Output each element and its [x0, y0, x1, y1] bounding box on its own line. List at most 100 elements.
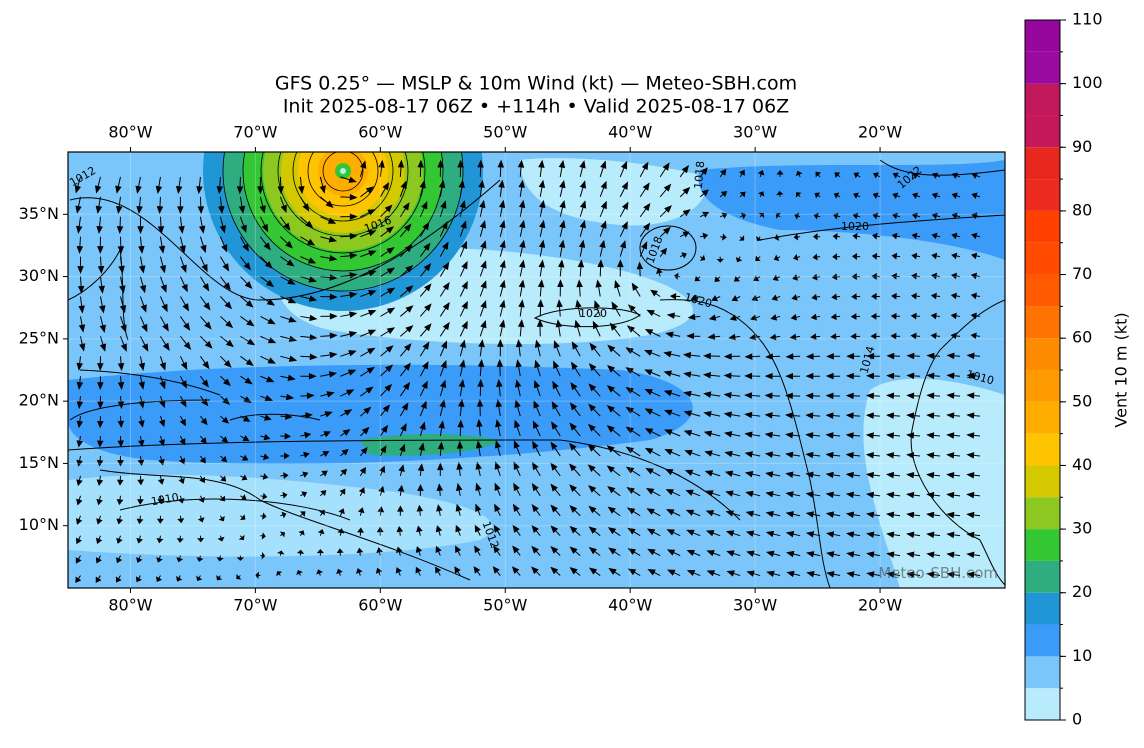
wind-arrow	[910, 332, 921, 340]
wind-arrow	[320, 470, 328, 477]
wind-arrow	[531, 524, 541, 536]
wind-arrow	[790, 313, 801, 321]
wind-arrow	[555, 319, 563, 337]
wind-arrow	[852, 232, 861, 240]
wind-arrow	[569, 567, 581, 576]
wind-arrow	[76, 236, 84, 254]
wind-arrow	[811, 293, 821, 301]
wind-arrow	[379, 404, 391, 417]
wind-arrow	[320, 391, 335, 398]
wind-arrow	[78, 316, 86, 333]
wind-arrow	[438, 179, 446, 197]
wind-arrow	[766, 550, 781, 558]
wind-arrow	[320, 332, 338, 340]
wind-arrow	[320, 490, 327, 497]
wind-arrow	[825, 451, 841, 459]
wind-arrow	[625, 406, 641, 417]
wind-arrow	[577, 259, 585, 277]
wind-arrow	[477, 159, 484, 177]
wind-arrow	[76, 416, 84, 429]
wind-arrow	[419, 341, 430, 357]
wind-arrow	[703, 430, 721, 437]
colorbar-band	[1025, 433, 1060, 466]
wind-arrow	[360, 186, 375, 198]
wind-arrow	[885, 432, 901, 439]
wind-arrow	[340, 272, 358, 279]
wind-arrow	[456, 440, 464, 456]
colorbar-tick-label: 90	[1072, 137, 1092, 156]
colorbar-band	[1025, 115, 1060, 148]
wind-arrow	[240, 395, 252, 404]
wind-arrow	[494, 440, 502, 457]
wind-arrow	[891, 232, 901, 240]
wind-arrow	[298, 530, 305, 536]
wind-arrow	[179, 256, 187, 273]
wind-arrow	[775, 212, 781, 219]
map-frame	[67, 151, 1006, 589]
wind-arrow	[786, 570, 801, 578]
wind-arrow	[160, 316, 169, 332]
wind-arrow	[359, 426, 370, 437]
wind-arrow	[831, 273, 841, 281]
wind-arrow	[687, 313, 701, 321]
x-tick-label: 40°W	[608, 123, 652, 142]
wind-arrow	[659, 205, 672, 218]
wind-arrow	[359, 467, 366, 477]
wind-arrow	[397, 484, 405, 496]
wind-arrow	[439, 200, 447, 217]
wind-arrow	[200, 316, 212, 330]
wind-arrow	[454, 566, 461, 576]
wind-arrow	[200, 435, 207, 445]
wind-arrow	[776, 170, 784, 177]
wind-arrow	[320, 255, 338, 262]
wind-arrow	[625, 347, 641, 357]
wind-arrow	[340, 311, 358, 318]
wind-arrow	[300, 372, 317, 380]
wind-arrow	[931, 272, 941, 280]
wind-arrow	[179, 395, 187, 408]
wind-arrow	[360, 270, 377, 278]
wind-arrow	[533, 379, 541, 397]
graticule	[68, 152, 1005, 588]
wind-arrow	[240, 435, 250, 441]
wind-arrow	[497, 159, 505, 177]
wind-arrow	[834, 172, 841, 178]
wind-arrow	[419, 323, 432, 337]
wind-arrow	[519, 239, 526, 257]
wind-arrow	[358, 487, 365, 497]
wind-arrow	[765, 530, 781, 538]
wind-arrow	[76, 455, 83, 467]
colorbar-tick-label: 0	[1072, 710, 1082, 729]
wind-arrow	[260, 473, 269, 480]
wind-arrow	[417, 159, 424, 177]
wind-arrow	[439, 399, 446, 417]
wind-arrow	[639, 222, 651, 237]
wind-arrow	[588, 567, 601, 576]
wind-arrow	[380, 267, 396, 277]
wind-arrow	[179, 375, 187, 389]
wind-arrow	[645, 488, 661, 497]
wind-arrow	[135, 176, 142, 194]
wind-arrow	[930, 332, 941, 340]
wind-arrow	[539, 219, 546, 237]
wind-arrow	[518, 299, 525, 317]
wind-arrow	[338, 508, 345, 516]
wind-arrow	[139, 276, 147, 294]
wind-arrow	[159, 276, 167, 293]
wind-arrow	[260, 335, 277, 344]
wind-arrow	[76, 396, 84, 410]
wind-arrow	[399, 305, 414, 317]
wind-arrow	[380, 307, 396, 317]
wind-arrow	[320, 371, 338, 378]
colorbar-band	[1025, 529, 1060, 561]
wind-arrow	[515, 379, 522, 397]
wind-arrow	[340, 389, 355, 397]
wind-arrow	[76, 356, 83, 371]
wind-arrow	[439, 241, 449, 257]
wind-arrow	[300, 431, 312, 439]
wind-arrow	[158, 435, 165, 447]
wind-arrow	[931, 172, 941, 179]
wind-arrow	[724, 431, 741, 438]
wind-arrow	[845, 511, 861, 518]
wind-arrow	[455, 524, 462, 536]
